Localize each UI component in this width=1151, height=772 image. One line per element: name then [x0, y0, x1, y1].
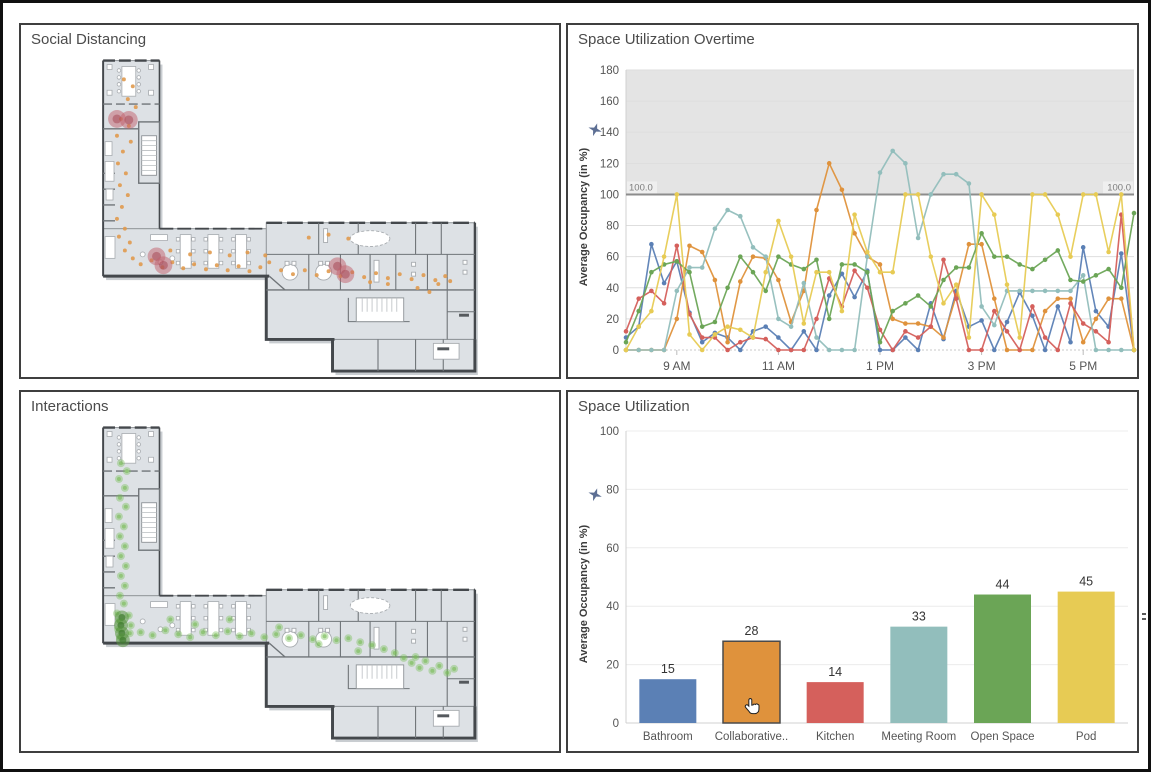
bar-meeting-room[interactable] — [890, 626, 948, 723]
bar-category-label: Pod — [1076, 731, 1096, 743]
y-tick-label: 20 — [606, 314, 619, 326]
bar-value-label: 14 — [828, 665, 842, 679]
bar-bathroom[interactable] — [639, 679, 697, 723]
occupancy-line-chart[interactable]: 0 20 40 60 80 100 120 140 160 180 9 AM 11 AM 1 PM 3 P… — [568, 53, 1137, 377]
y-tick-label: 60 — [606, 252, 619, 264]
bar-category-label: Open Space — [971, 731, 1035, 743]
axis-pin-icon[interactable] — [588, 488, 602, 502]
bar-category-label: Bathroom — [643, 731, 693, 743]
social-distance-violation-hotspot — [108, 110, 138, 129]
panel-social-distancing: Social Distancing — [19, 23, 561, 379]
axis-pin-icon[interactable] — [588, 123, 602, 137]
y-tick-label: 0 — [613, 718, 619, 730]
y-tick-label: 0 — [613, 345, 619, 357]
x-tick-label: 1 PM — [866, 359, 894, 373]
social-distancing-floorplan-map[interactable] — [21, 25, 559, 377]
y-tick-label: 120 — [600, 158, 619, 170]
interactions-dense-hotspot — [114, 610, 130, 648]
reference-line-label: 100.0 — [1107, 182, 1131, 193]
y-tick-label: 180 — [600, 65, 619, 77]
clipped-text-artifact — [1142, 613, 1147, 623]
social-distance-violation-hotspot — [328, 257, 355, 284]
interactions-floorplan-map[interactable] — [21, 392, 559, 744]
bar-value-label: 33 — [912, 610, 926, 624]
bar-value-label: 15 — [661, 662, 675, 676]
hand-cursor-icon — [744, 698, 760, 715]
x-tick-label: 3 PM — [968, 359, 996, 373]
y-tick-label: 20 — [606, 660, 619, 672]
y-tick-label: 140 — [600, 127, 619, 139]
x-tick-label: 9 AM — [663, 359, 690, 373]
bar-pod[interactable] — [1057, 591, 1115, 723]
bar-category-label: Meeting Room — [881, 731, 956, 743]
bar-kitchen[interactable] — [806, 682, 864, 723]
series-kitchen[interactable] — [623, 212, 1137, 353]
bar-category-label: Collaborative.. — [715, 731, 789, 743]
x-tick-label: 5 PM — [1069, 359, 1097, 373]
panel-title: Interactions — [31, 398, 109, 415]
x-tick-label: 11 AM — [762, 359, 795, 373]
bar-value-label: 45 — [1079, 575, 1093, 589]
y-tick-label: 80 — [606, 221, 619, 233]
panel-title: Space Utilization Overtime — [578, 31, 755, 48]
bar-open-space[interactable] — [974, 594, 1031, 723]
panel-title: Social Distancing — [31, 31, 147, 48]
y-tick-label: 60 — [606, 543, 619, 555]
series-pod[interactable] — [623, 192, 1137, 353]
occupancy-bar-chart[interactable]: 0 20 40 60 80 100 15 Bathroom 28 Collaborative.. 1… — [568, 420, 1137, 751]
panel-title: Space Utilization — [578, 398, 690, 415]
panel-interactions: Interactions — [19, 390, 561, 753]
bar-category-label: Kitchen — [816, 731, 854, 743]
panel-space-utilization-overtime: Space Utilization Overtime Average Occup… — [566, 23, 1139, 379]
reference-line-label: 100.0 — [629, 182, 653, 193]
y-tick-label: 160 — [600, 96, 619, 108]
panel-space-utilization: Space Utilization Average Occupancy (in … — [566, 390, 1139, 753]
series-open-space[interactable] — [623, 210, 1137, 345]
y-tick-label: 40 — [606, 601, 619, 613]
interactions-heatmap-overlay — [113, 459, 459, 677]
y-tick-label: 80 — [606, 484, 619, 496]
bar-value-label: 44 — [996, 578, 1010, 592]
social-distance-violation-hotspot — [147, 247, 173, 275]
y-tick-label: 40 — [606, 283, 619, 295]
y-tick-label: 100 — [600, 426, 619, 438]
bar-value-label: 28 — [745, 624, 759, 638]
social-distancing-heatmap-overlay — [108, 77, 453, 294]
y-tick-label: 100 — [600, 189, 619, 201]
